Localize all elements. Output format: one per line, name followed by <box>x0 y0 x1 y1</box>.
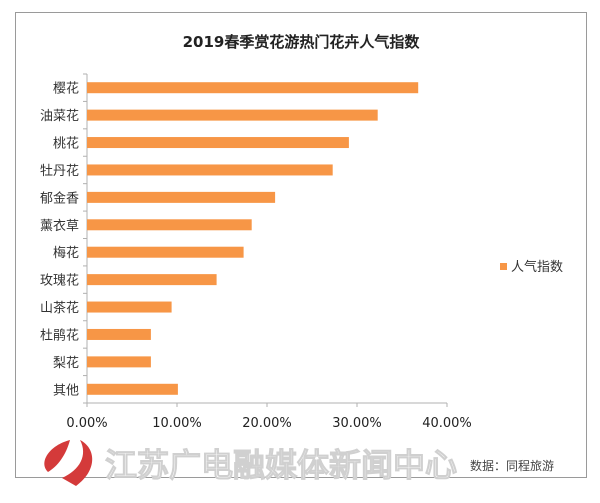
chart-frame <box>15 12 587 478</box>
bar-郁金香 <box>87 191 276 203</box>
watermark-logo-icon <box>44 440 93 486</box>
bar-薰衣草 <box>87 219 252 231</box>
bar-杜鹃花 <box>87 328 151 340</box>
bar-其他 <box>87 383 178 395</box>
bar-油菜花 <box>87 109 378 121</box>
bar-山茶花 <box>87 301 172 313</box>
x-tick-label: 40.00% <box>422 416 472 431</box>
category-label: 郁金香 <box>40 190 79 206</box>
legend-label: 人气指数 <box>511 259 563 275</box>
category-label: 薰衣草 <box>40 218 79 234</box>
chart-title: 2019春季赏花游热门花卉人气指数 <box>183 33 421 51</box>
x-tick-label: 0.00% <box>66 416 107 431</box>
watermark: 江苏广电融媒体新闻中心 <box>44 440 458 486</box>
bar-樱花 <box>87 82 419 94</box>
watermark-text: 江苏广电融媒体新闻中心 <box>105 446 457 484</box>
category-label: 油菜花 <box>40 108 79 124</box>
category-label: 牡丹花 <box>40 163 79 179</box>
source-note: 数据：同程旅游 <box>470 458 554 473</box>
bar-牡丹花 <box>87 164 333 176</box>
category-label: 玫瑰花 <box>40 273 79 289</box>
category-label: 山茶花 <box>40 300 79 316</box>
legend: 人气指数 <box>500 259 563 275</box>
category-label: 其他 <box>53 383 79 398</box>
bar-梨花 <box>87 356 151 368</box>
x-tick-label: 30.00% <box>332 416 382 431</box>
bar-桃花 <box>87 137 349 149</box>
category-label: 桃花 <box>53 136 79 152</box>
category-label: 梅花 <box>53 245 79 261</box>
category-label: 杜鹃花 <box>40 327 79 343</box>
legend-swatch <box>500 263 507 270</box>
category-label: 梨花 <box>53 355 79 371</box>
x-tick-label: 20.00% <box>242 416 292 431</box>
bar-玫瑰花 <box>87 274 217 286</box>
bar-梅花 <box>87 246 244 258</box>
x-tick-label: 10.00% <box>152 416 202 431</box>
category-label: 樱花 <box>53 81 79 97</box>
